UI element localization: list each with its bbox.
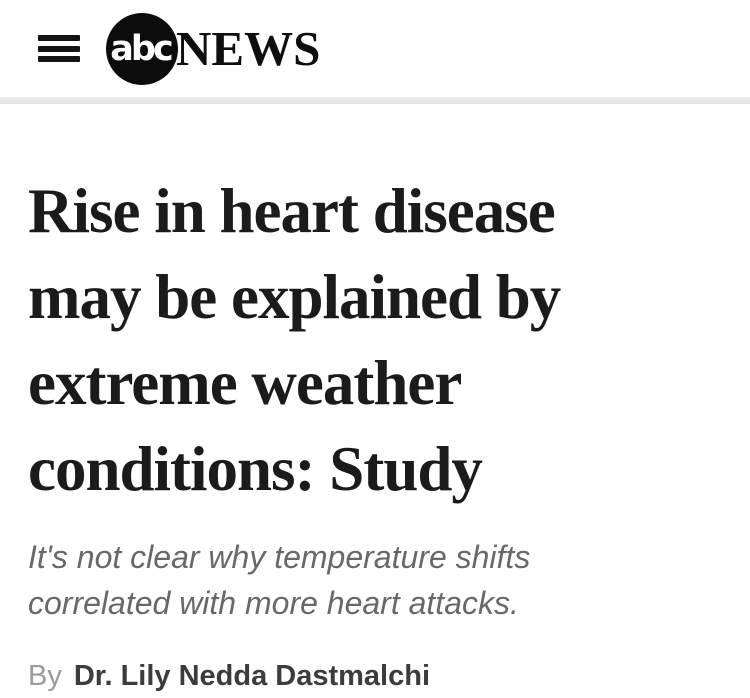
menu-icon[interactable] [38, 35, 80, 62]
subhead-line: It's not clear why temperature shifts [28, 539, 531, 575]
menu-icon-bar [38, 56, 80, 62]
abc-logo-circle-icon: abc [106, 12, 178, 85]
header-divider [0, 97, 750, 104]
menu-icon-bar [38, 45, 80, 52]
article-byline: By Dr. Lily Nedda Dastmalchi [28, 659, 722, 693]
abc-news-logo[interactable]: abc NEWS [106, 12, 321, 85]
headline-line: conditions: Study [28, 434, 483, 504]
article-subhead: It's not clear why temperature shifts co… [28, 534, 722, 626]
article-body: Rise in heart disease may be explained b… [0, 168, 750, 693]
headline-line: may be explained by [28, 262, 561, 332]
headline-line: extreme weather [28, 348, 462, 418]
article-headline: Rise in heart disease may be explained b… [28, 168, 722, 512]
news-wordmark: NEWS [176, 21, 321, 76]
byline-author-link[interactable]: Dr. Lily Nedda Dastmalchi [73, 660, 431, 692]
site-header: abc NEWS [0, 0, 750, 97]
headline-line: Rise in heart disease [28, 176, 556, 246]
byline-prefix: By [28, 660, 62, 692]
subhead-line: correlated with more heart attacks. [28, 585, 519, 621]
menu-icon-bar [38, 35, 80, 41]
